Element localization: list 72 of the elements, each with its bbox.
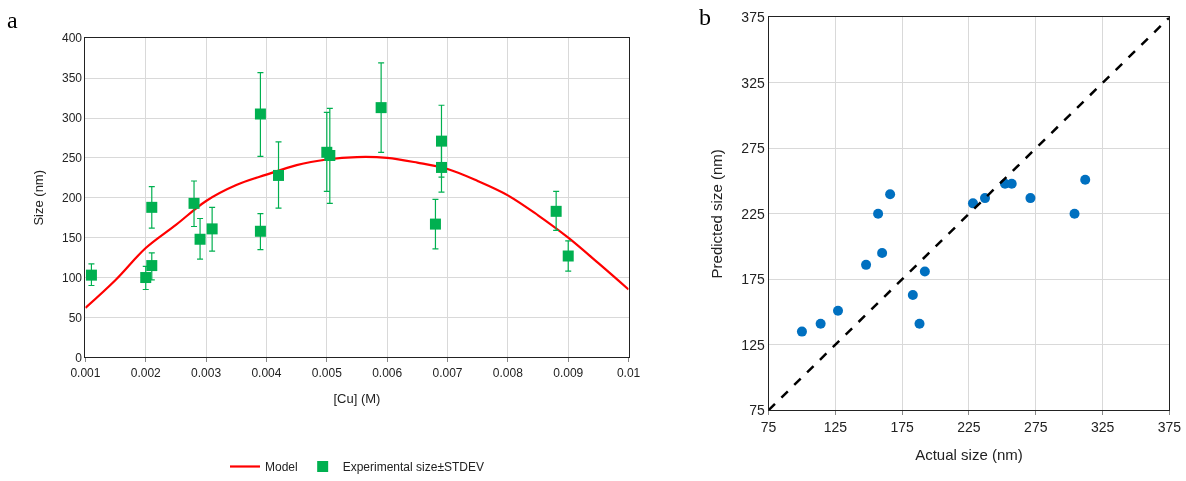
point	[375, 102, 387, 114]
point	[796, 326, 807, 337]
x-axis-title: Actual size (nm)	[915, 445, 1023, 463]
x-tick-label: 0.007	[432, 365, 463, 380]
point	[1080, 174, 1091, 185]
point	[140, 272, 152, 284]
text: a	[7, 7, 18, 33]
point	[273, 169, 285, 181]
y-tick-label: 0	[75, 350, 83, 365]
y-tick-label: 125	[741, 336, 765, 353]
y-tick-label: 175	[741, 271, 765, 288]
text: b	[699, 4, 711, 30]
point	[1025, 193, 1036, 204]
x-tick-label: 75	[760, 418, 777, 435]
point	[877, 248, 888, 259]
y-tick-label: 150	[61, 230, 83, 245]
point	[146, 201, 158, 213]
x-tick-label: 175	[890, 418, 915, 435]
x-tick-label: 325	[1090, 418, 1115, 435]
point	[873, 208, 884, 219]
y-tick-label: 225	[741, 205, 765, 222]
y-tick-label: 100	[61, 270, 83, 285]
y-tick-label: 300	[61, 111, 83, 126]
point	[254, 225, 266, 237]
x-tick-label: 275	[1024, 418, 1048, 435]
legend-label: Model	[264, 460, 298, 475]
x-tick-label: 0.01	[616, 365, 641, 380]
point	[206, 223, 218, 235]
point	[194, 233, 206, 245]
point	[146, 260, 158, 272]
point	[429, 218, 441, 230]
x-tick-label: 0.008	[492, 365, 524, 380]
y-tick-label: 375	[741, 9, 765, 26]
y-tick-label: 400	[61, 31, 83, 46]
point	[815, 318, 826, 329]
point	[967, 198, 978, 209]
point	[435, 161, 447, 173]
x-tick-label: 0.009	[553, 365, 584, 380]
x-axis-title: [Cu] (M)	[333, 391, 381, 407]
point	[980, 193, 990, 204]
point	[907, 289, 918, 300]
x-tick-label: 0.003	[191, 365, 222, 380]
point	[254, 108, 266, 120]
point	[550, 205, 562, 217]
y-tick-label: 325	[741, 74, 765, 91]
point	[914, 318, 925, 329]
point	[861, 259, 872, 270]
point	[562, 250, 574, 262]
y-tick-label: 350	[61, 71, 83, 86]
y-axis-title: Size (nm)	[30, 169, 46, 226]
x-tick-label: 0.006	[372, 365, 403, 380]
x-tick-label: 0.001	[70, 365, 101, 380]
y-tick-label: 200	[61, 190, 83, 205]
point	[919, 266, 930, 277]
y-tick-label: 275	[741, 140, 765, 157]
point	[1069, 208, 1080, 219]
point	[833, 305, 844, 316]
y-tick-label: 50	[68, 310, 83, 325]
x-tick-label: 125	[823, 418, 848, 435]
x-tick-label: 375	[1157, 418, 1182, 435]
point	[885, 189, 896, 200]
x-tick-label: 0.005	[311, 365, 343, 380]
x-tick-label: 0.002	[130, 365, 162, 380]
point	[435, 135, 447, 147]
x-tick-label: 225	[957, 418, 981, 435]
y-tick-label: 250	[61, 151, 83, 166]
y-axis-title: Predicted size (nm)	[707, 149, 725, 279]
point	[188, 197, 200, 209]
y-tick-label: 75	[749, 402, 765, 419]
legend-label: Experimental size±STDEV	[342, 460, 484, 475]
point	[85, 269, 97, 281]
x-tick-label: 0.004	[251, 365, 282, 380]
